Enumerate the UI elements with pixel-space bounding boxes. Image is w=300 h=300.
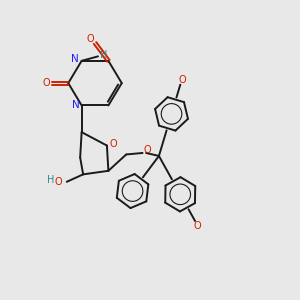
Text: H: H [100, 50, 107, 60]
Text: O: O [55, 177, 63, 187]
Text: N: N [71, 54, 79, 64]
Text: N: N [72, 100, 80, 110]
Text: O: O [42, 78, 50, 88]
Text: H: H [47, 175, 54, 185]
Text: O: O [87, 34, 94, 44]
Text: O: O [144, 145, 152, 155]
Text: O: O [194, 221, 202, 231]
Text: O: O [110, 139, 117, 149]
Text: O: O [178, 74, 186, 85]
